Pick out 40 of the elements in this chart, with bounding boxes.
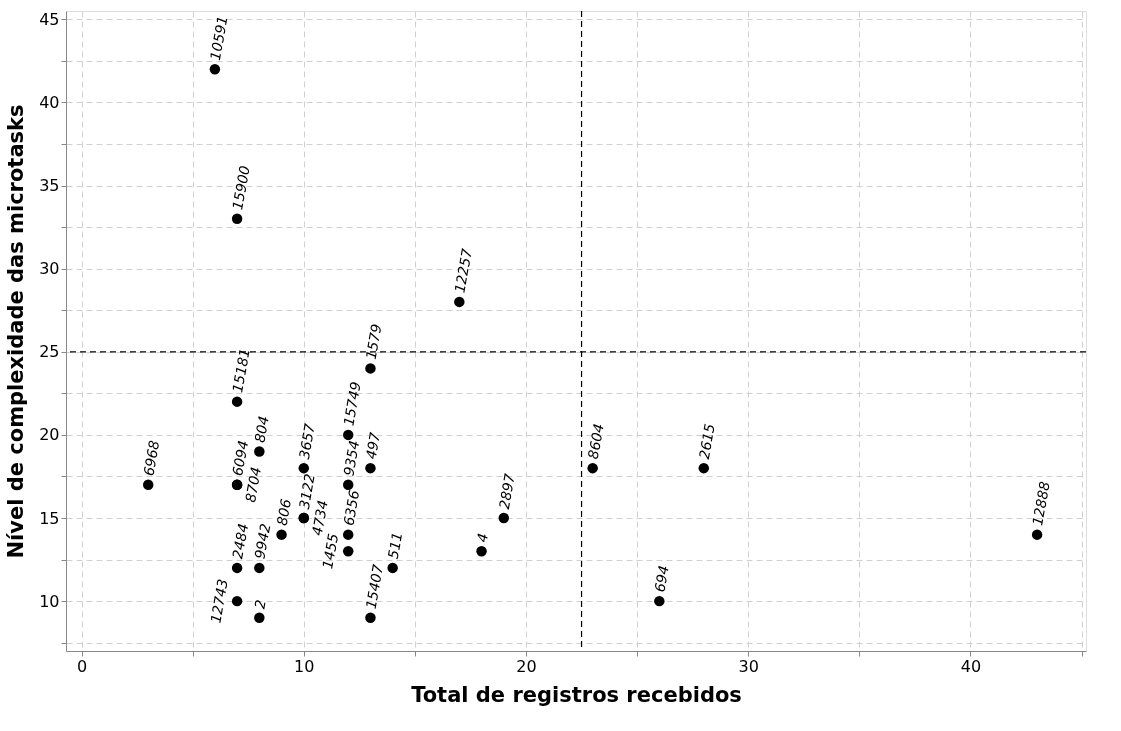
x-tick-label: 40: [960, 656, 982, 676]
annotation: 694: [651, 564, 672, 594]
annotation: 15749: [340, 380, 364, 428]
y-tick-label: 10: [39, 591, 60, 611]
annotation: 10591: [207, 14, 231, 62]
annotation: 1579: [362, 322, 385, 361]
x-axis-title: Total de registros recebidos: [411, 682, 742, 707]
annotation: 9354: [340, 439, 363, 477]
x-tick-label: 10: [294, 656, 315, 676]
annotation: 804: [251, 414, 272, 444]
annotation: 511: [384, 530, 406, 561]
annotation: 806: [273, 497, 295, 527]
y-tick-label: 45: [39, 9, 60, 29]
annotation: 2: [251, 598, 269, 610]
annotation: 2484: [229, 522, 252, 561]
annotation: 12257: [451, 247, 475, 295]
x-tick-label: 20: [516, 656, 537, 676]
annotation: 8604: [584, 422, 607, 461]
y-axis-title: Nível de complexidade das microtasks: [4, 104, 29, 559]
y-tick-label: 15: [39, 508, 60, 528]
annotation: 15181: [229, 347, 253, 394]
annotation: 2615: [695, 422, 718, 461]
annotation: 3657: [295, 422, 318, 461]
y-tick-label: 40: [39, 92, 60, 112]
x-tick-label: 0: [76, 656, 88, 676]
annotation: 12743: [207, 577, 231, 625]
y-tick-label: 35: [39, 176, 60, 196]
annotation: 6356: [340, 488, 363, 527]
annotation: 4: [473, 531, 491, 544]
annotation: 6968: [140, 439, 163, 477]
annotation: 15407: [362, 563, 387, 610]
annotation: 2897: [495, 472, 518, 511]
y-tick-label: 20: [39, 425, 60, 445]
annotation: 12888: [1029, 480, 1053, 527]
y-tick-label: 25: [39, 342, 60, 362]
x-tick-label: 30: [738, 656, 759, 676]
annotation: 497: [362, 431, 383, 461]
annotation: 9942: [251, 522, 274, 561]
y-tick-label: 30: [39, 259, 60, 279]
annotation: 15900: [229, 164, 253, 212]
